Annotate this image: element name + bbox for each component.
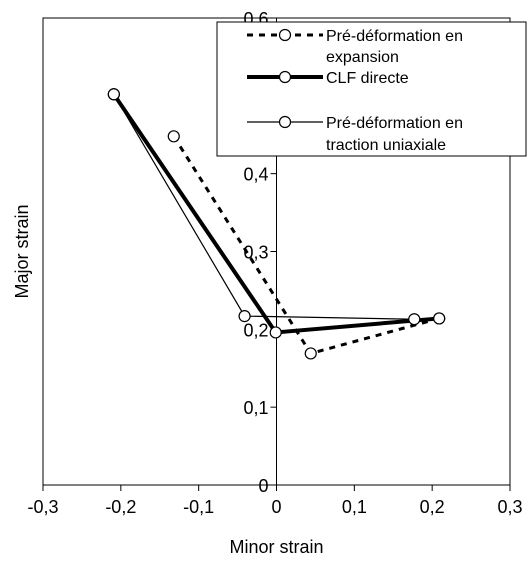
x-tick-label: -0,2 <box>105 497 136 517</box>
series-layer <box>107 88 446 360</box>
legend-box <box>216 21 527 157</box>
series-2-point <box>269 326 282 339</box>
series-3-point <box>238 310 251 323</box>
axes: -0,3-0,2-0,100,10,20,300,10,20,30,40,50,… <box>12 9 523 557</box>
y-tick-label: 0,4 <box>243 165 268 185</box>
x-tick-label: 0,3 <box>497 497 522 517</box>
series-1-point <box>167 130 180 143</box>
series-3-point <box>408 313 421 326</box>
y-axis-title: Major strain <box>12 204 32 298</box>
legend-label-3: traction uniaxiale <box>326 137 446 154</box>
series-2-point <box>433 312 446 325</box>
y-tick-label: 0,1 <box>243 398 268 418</box>
legend-label-1: Pré-déformation en <box>326 28 463 45</box>
legend-marker-2 <box>278 70 292 84</box>
legend-label-1: expansion <box>326 49 399 66</box>
legend-marker-1 <box>278 28 292 42</box>
x-tick-label: 0,2 <box>420 497 445 517</box>
legend-label-2: CLF directe <box>326 70 409 87</box>
x-tick-label: 0 <box>271 497 281 517</box>
legend-label-3: Pré-déformation en <box>326 115 463 132</box>
legend-marker-3 <box>278 115 292 129</box>
x-tick-label: -0,3 <box>27 497 58 517</box>
y-tick-label: 0,2 <box>243 320 268 340</box>
series-3-point <box>107 88 120 101</box>
x-tick-label: -0,1 <box>183 497 214 517</box>
y-tick-label: 0 <box>258 476 268 496</box>
x-axis-title: Minor strain <box>229 537 323 557</box>
x-tick-label: 0,1 <box>342 497 367 517</box>
series-1-point <box>304 347 317 360</box>
y-tick-label: 0,3 <box>243 243 268 263</box>
legend: Pré-déformation en expansion CLF directe Pr… <box>216 21 527 157</box>
